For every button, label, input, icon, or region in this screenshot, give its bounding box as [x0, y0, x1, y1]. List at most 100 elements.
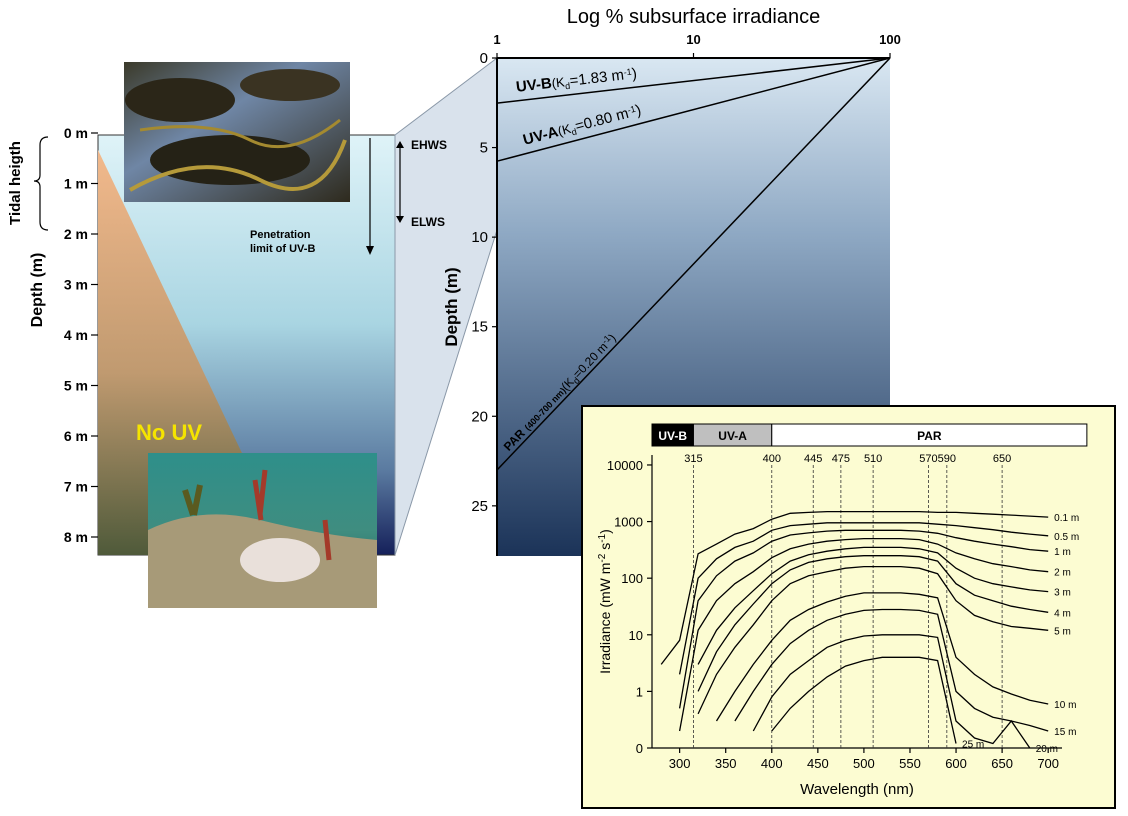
depth-tick-label: 0 m — [64, 125, 88, 141]
series-line — [678, 522, 1049, 675]
series-line — [715, 592, 1049, 722]
label-part: d — [571, 375, 582, 386]
top-photo — [124, 62, 350, 202]
depth-axis: 0 m 1 m 2 m 3 m 4 m 5 m 6 m 7 m 8 m — [64, 125, 98, 545]
y-tick-label: 1000 — [614, 515, 643, 530]
reference-label: 510 — [864, 453, 882, 465]
series-label: UV-B(Kd=1.83 m-1) — [515, 65, 638, 97]
label-part: -1 — [626, 104, 636, 116]
y-axis-label: Depth (m) — [442, 267, 461, 346]
series-label: 15 m — [1054, 727, 1076, 738]
spectra-chart: 300 350 400 450 500 550 600 650 700 0 1 10 100 1000 10… — [597, 423, 1088, 798]
series-label: 3 m — [1054, 588, 1071, 599]
label-part: s — [597, 543, 613, 554]
depth-label: Depth (m) — [29, 253, 46, 328]
depth-tick-label: 2 m — [64, 226, 88, 242]
band-label: PAR — [917, 429, 942, 443]
no-uv-label: No UV — [136, 420, 202, 445]
label-part: =1.83 m — [569, 67, 625, 90]
series-line — [678, 537, 1049, 732]
x-tick-label: 450 — [807, 756, 829, 771]
label-part: d — [565, 81, 571, 92]
reference-label: 475 — [832, 453, 850, 465]
reference-label: 400 — [763, 453, 781, 465]
series-line — [496, 57, 891, 104]
y-tick-label: 10000 — [607, 458, 643, 473]
series-name: UV-B — [515, 75, 553, 96]
label-part: (K — [556, 121, 573, 139]
y-tick-label: 1 — [636, 684, 643, 699]
series-label: 1 m — [1054, 547, 1071, 558]
x-tick-label: 100 — [879, 32, 901, 47]
series-label: 25 m — [962, 740, 984, 751]
series-line — [697, 546, 1049, 665]
x-tick-label: 10 — [686, 32, 700, 47]
depth-tick-label: 4 m — [64, 327, 88, 343]
x-axis-label: Wavelength (nm) — [800, 781, 914, 798]
tidal-label: Tidal heigth — [7, 141, 24, 225]
label-part: (K — [551, 74, 566, 90]
reference-label: 650 — [993, 453, 1011, 465]
series-line — [660, 510, 1049, 665]
uvb-limit-label: limit of UV-B — [250, 243, 315, 255]
tidal-brace — [33, 136, 49, 231]
series-line — [734, 608, 1049, 732]
x-tick-label: 500 — [853, 756, 875, 771]
depth-tick-label: 1 m — [64, 176, 88, 192]
series-label: 20 m — [1036, 744, 1058, 755]
y-tick-label: 15 — [471, 319, 488, 336]
y-tick-label: 10 — [629, 628, 643, 643]
x-tick-label: 300 — [669, 756, 691, 771]
x-tick-label: 700 — [1037, 756, 1059, 771]
uvb-arrow-head — [366, 246, 374, 255]
label-part: ) — [631, 65, 638, 82]
bottom-photo — [148, 453, 377, 608]
x-tick-label: 400 — [761, 756, 783, 771]
reference-label: 570 — [919, 453, 937, 465]
elws-label: ELWS — [411, 215, 445, 229]
chart-title: Log % subsurface irradiance — [567, 6, 820, 28]
y-tick-label: 25 — [471, 498, 488, 515]
y-tick-label: 100 — [621, 571, 643, 586]
series-label: 5 m — [1054, 626, 1071, 637]
series-line — [496, 57, 891, 162]
series-label: 4 m — [1054, 608, 1071, 619]
spectra-panel — [581, 405, 1116, 809]
series-line — [678, 529, 1049, 709]
series-label: 0.1 m — [1054, 513, 1079, 524]
uvb-limit-label: Penetration — [250, 229, 311, 241]
label-part: ) — [597, 529, 613, 534]
depth-tick-label: 8 m — [64, 529, 88, 545]
label-part: ) — [634, 102, 643, 120]
depth-tick-label: 6 m — [64, 428, 88, 444]
series-label: 2 m — [1054, 568, 1071, 579]
depth-tick-label: 7 m — [64, 479, 88, 495]
label-part: -1 — [623, 67, 632, 78]
series-line — [752, 634, 1031, 749]
band — [771, 423, 1088, 447]
series-label: 0.5 m — [1054, 532, 1079, 543]
band-label: UV-B — [658, 429, 687, 443]
ehws-label: EHWS — [411, 138, 447, 152]
reference-label: 445 — [804, 453, 822, 465]
series-line — [697, 565, 1049, 715]
y-tick-label: 10 — [471, 229, 488, 246]
label-part: d — [570, 126, 577, 137]
y-tick-label: 0 — [480, 50, 488, 67]
x-tick-label: 1 — [493, 32, 500, 47]
series-line — [697, 555, 1049, 692]
band-label: UV-A — [718, 429, 747, 443]
x-tick-label: 650 — [991, 756, 1013, 771]
y-tick-label: 0 — [636, 741, 643, 756]
label-part: Irradiance (mW m — [597, 563, 613, 674]
reference-label: 315 — [684, 453, 702, 465]
y-tick-label: 20 — [471, 408, 488, 425]
series-line — [496, 57, 891, 471]
label-part: -2 — [597, 553, 608, 562]
x-tick-label: 350 — [715, 756, 737, 771]
series-line — [771, 656, 957, 744]
x-tick-label: 600 — [945, 756, 967, 771]
depth-tick-label: 5 m — [64, 378, 88, 394]
y-axis-label: Irradiance (mW m-2 s-1) — [597, 529, 613, 674]
